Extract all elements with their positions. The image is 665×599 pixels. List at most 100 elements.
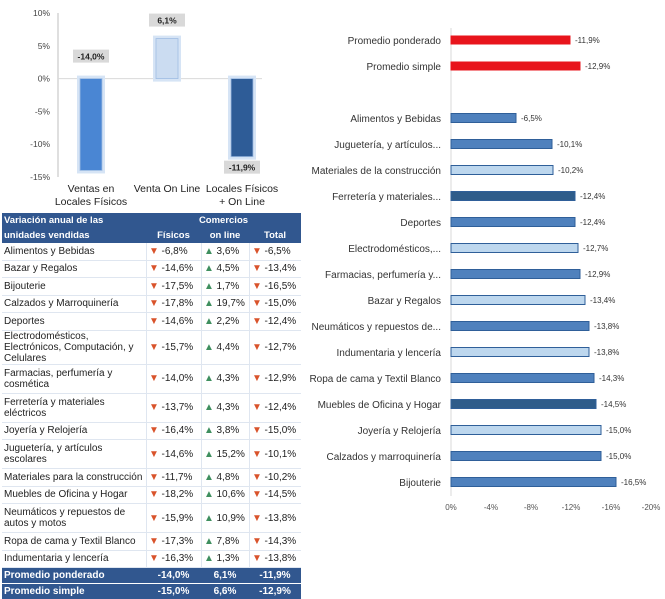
row-value: ▼-15,0% [249, 295, 301, 313]
row-value: ▲4,5% [201, 260, 249, 278]
row-value-text: -6,8% [162, 246, 188, 257]
data-label: -12,9% [585, 270, 610, 279]
arrow-down-icon: ▼ [149, 342, 160, 353]
category-label: Promedio ponderado [348, 36, 442, 47]
category-label: Ferretería y materiales... [332, 192, 441, 203]
bar [451, 166, 553, 175]
total-value: -11,9% [249, 568, 301, 584]
data-label: -11,9% [229, 163, 256, 173]
row-value: ▼-12,4% [249, 313, 301, 331]
row-value: ▼-14,6% [146, 313, 201, 331]
row-value: ▼-16,4% [146, 422, 201, 440]
arrow-down-icon: ▼ [149, 553, 160, 564]
total-value: -12,9% [249, 584, 301, 599]
table-row: Bazar y Regalos▼-14,6%▲4,5%▼-13,4% [2, 260, 301, 278]
bar [451, 62, 580, 70]
arrow-down-icon: ▼ [149, 536, 160, 547]
arrow-up-icon: ▲ [204, 342, 215, 353]
bar [451, 478, 616, 487]
arrow-down-icon: ▼ [149, 298, 160, 309]
category-label: Electrodomésticos,... [348, 244, 441, 255]
summary-bar-chart: -15%-10%-5%0%5%10%-14,0%Ventas en Locale… [0, 0, 300, 212]
arrow-up-icon: ▲ [204, 553, 215, 564]
row-value-text: -14,0% [162, 373, 194, 384]
arrow-up-icon: ▲ [204, 316, 215, 327]
y-tick-label: -10% [30, 139, 50, 149]
data-label: -10,2% [558, 166, 583, 175]
arrow-down-icon: ▼ [149, 246, 160, 257]
row-value: ▲7,8% [201, 533, 249, 551]
bar [451, 296, 585, 305]
row-value-text: -15,7% [162, 342, 194, 353]
col-fisicos: Físicos [146, 228, 201, 243]
data-label: -13,8% [594, 348, 619, 357]
row-value: ▲19,7% [201, 295, 249, 313]
table-row: Deportes▼-14,6%▲2,2%▼-12,4% [2, 313, 301, 331]
bar [451, 348, 589, 357]
units-variation-table: Variación anual de las unidades vendidas… [2, 213, 301, 599]
arrow-down-icon: ▼ [252, 536, 263, 547]
row-value-text: 1,3% [217, 553, 240, 564]
row-value: ▲10,9% [201, 504, 249, 533]
bar [451, 426, 601, 435]
arrow-up-icon: ▲ [204, 536, 215, 547]
row-name: Electrodomésticos, Electrónicos, Computa… [2, 330, 146, 364]
x-tick-label: -16% [602, 503, 621, 512]
category-label: Calzados y marroquinería [327, 452, 442, 463]
row-name: Ropa de cama y Textil Blanco [2, 533, 146, 551]
group-header: Comercios [146, 213, 301, 228]
arrow-down-icon: ▼ [149, 316, 160, 327]
x-tick-label: -12% [562, 503, 581, 512]
row-value: ▼-13,8% [249, 504, 301, 533]
arrow-down-icon: ▼ [149, 373, 160, 384]
arrow-down-icon: ▼ [252, 489, 263, 500]
x-tick-label: -8% [524, 503, 538, 512]
arrow-up-icon: ▲ [204, 298, 215, 309]
category-label: Ropa de cama y Textil Blanco [309, 374, 441, 385]
data-label: 6,1% [157, 16, 177, 26]
row-value-text: -14,6% [162, 449, 194, 460]
row-value-text: -13,8% [265, 553, 297, 564]
row-value: ▼-11,7% [146, 469, 201, 487]
row-name: Alimentos y Bebidas [2, 243, 146, 260]
row-value: ▲4,3% [201, 393, 249, 422]
row-value: ▼-16,3% [146, 550, 201, 568]
arrow-up-icon: ▲ [204, 281, 215, 292]
row-value: ▼-13,8% [249, 550, 301, 568]
row-value-text: 3,8% [217, 425, 240, 436]
category-label: Promedio simple [367, 62, 442, 73]
bar [451, 244, 578, 253]
table-row: Calzados y Marroquinería▼-17,8%▲19,7%▼-1… [2, 295, 301, 313]
total-value: -14,0% [146, 568, 201, 584]
category-label-line: + On Line [219, 196, 265, 208]
row-name: Neumáticos y repuestos de autos y motos [2, 504, 146, 533]
row-name: Juguetería, y artículos escolares [2, 440, 146, 469]
data-label: -16,5% [621, 478, 646, 487]
row-name: Calzados y Marroquinería [2, 295, 146, 313]
bar [451, 270, 580, 279]
data-label: -12,7% [583, 244, 608, 253]
arrow-down-icon: ▼ [252, 402, 263, 413]
arrow-down-icon: ▼ [252, 246, 263, 257]
row-name: Indumentaria y lencería [2, 550, 146, 568]
arrow-down-icon: ▼ [252, 342, 263, 353]
row-value: ▼-18,2% [146, 486, 201, 504]
arrow-up-icon: ▲ [204, 472, 215, 483]
data-label: -10,1% [557, 140, 582, 149]
arrow-up-icon: ▲ [204, 449, 215, 460]
row-name: Farmacias, perfumería y cosmética [2, 364, 146, 393]
row-value-text: 3,6% [217, 246, 240, 257]
row-value-text: 7,8% [217, 536, 240, 547]
arrow-down-icon: ▼ [252, 373, 263, 384]
row-value-text: 19,7% [217, 298, 245, 309]
category-label: Indumentaria y lencería [336, 348, 441, 359]
row-value: ▲10,6% [201, 486, 249, 504]
table-row: Farmacias, perfumería y cosmética▼-14,0%… [2, 364, 301, 393]
row-value-text: 2,2% [217, 316, 240, 327]
arrow-up-icon: ▲ [204, 373, 215, 384]
row-value: ▼-14,6% [146, 260, 201, 278]
row-value-text: -10,2% [265, 472, 297, 483]
row-value-text: -13,4% [265, 263, 297, 274]
bar [451, 114, 516, 123]
row-value-text: -10,1% [265, 449, 297, 460]
